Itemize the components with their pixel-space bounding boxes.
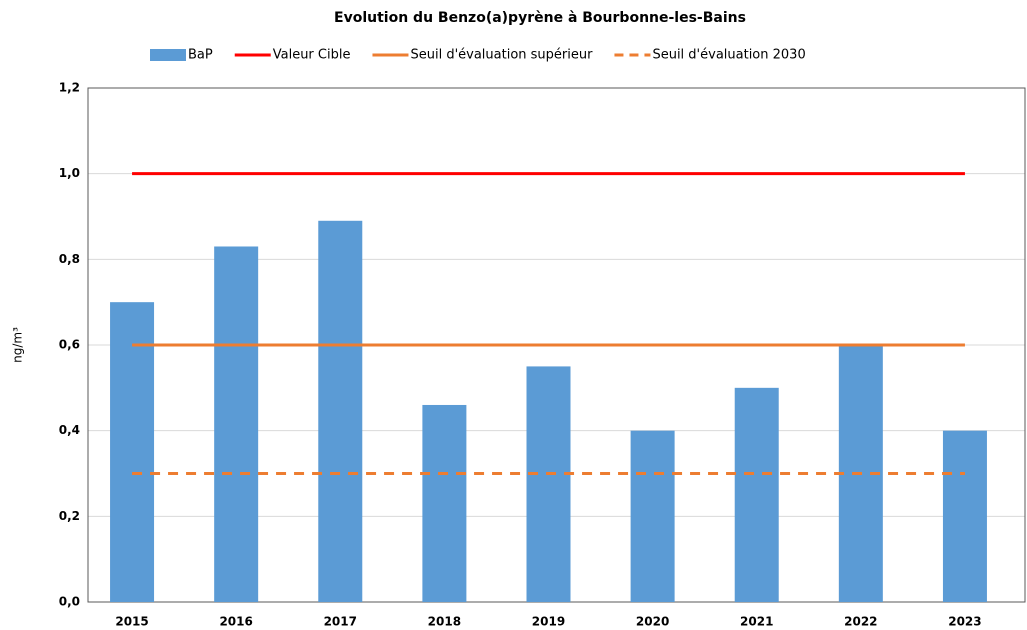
bar xyxy=(526,366,571,602)
x-tick-label: 2022 xyxy=(844,615,877,629)
bar xyxy=(110,302,155,602)
y-tick-label: 0,2 xyxy=(59,509,80,523)
x-tick-label: 2019 xyxy=(532,615,565,629)
bar xyxy=(214,246,259,602)
y-axis-label: ng/m³ xyxy=(11,327,25,363)
legend-label: Seuil d'évaluation supérieur xyxy=(410,48,593,63)
x-tick-label: 2020 xyxy=(636,615,669,629)
chart-title: Evolution du Benzo(a)pyrène à Bourbonne-… xyxy=(334,10,746,26)
x-tick-label: 2018 xyxy=(428,615,461,629)
y-tick-label: 1,0 xyxy=(59,166,80,180)
x-tick-label: 2021 xyxy=(740,615,773,629)
bar xyxy=(630,430,675,602)
y-tick-label: 0,0 xyxy=(59,595,80,609)
legend-label: Valeur Cible xyxy=(273,48,351,63)
legend-label: Seuil d'évaluation 2030 xyxy=(652,48,805,63)
bar xyxy=(734,387,779,602)
y-tick-label: 0,8 xyxy=(59,252,80,266)
legend-swatch xyxy=(150,49,186,61)
bar xyxy=(318,220,363,603)
x-tick-label: 2023 xyxy=(948,615,981,629)
x-tick-label: 2015 xyxy=(115,615,148,629)
x-tick-label: 2017 xyxy=(324,615,357,629)
y-tick-label: 1,2 xyxy=(59,81,80,95)
legend-label: BaP xyxy=(188,48,213,63)
y-tick-label: 0,6 xyxy=(59,338,80,352)
x-tick-label: 2016 xyxy=(219,615,252,629)
bar xyxy=(422,404,467,602)
y-tick-label: 0,4 xyxy=(59,423,80,437)
bar xyxy=(942,430,987,602)
